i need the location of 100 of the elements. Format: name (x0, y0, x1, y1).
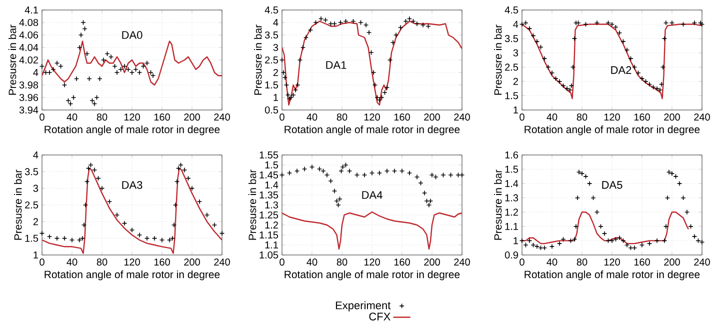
y-tick-label: 1.55 (260, 152, 278, 158)
point (108, 54, 114, 60)
point (316, 166, 322, 172)
x-tick-label: 240 (694, 258, 710, 266)
y-tick-label: 4.5 (504, 6, 518, 14)
point (573, 224, 579, 230)
point (280, 70, 286, 76)
y-tick-label: 1.5 (25, 234, 38, 242)
point (62, 82, 68, 88)
point (663, 224, 669, 230)
point (567, 87, 573, 93)
y-tick-label: 4.06 (19, 31, 38, 39)
point (166, 237, 172, 243)
point (422, 190, 428, 196)
point (114, 212, 120, 218)
point (692, 20, 698, 26)
point (579, 170, 585, 176)
point (54, 60, 60, 66)
point (292, 87, 298, 93)
point (669, 20, 675, 26)
point (420, 22, 426, 28)
point (171, 222, 177, 228)
point (556, 240, 562, 246)
point (542, 56, 548, 62)
point (692, 234, 698, 240)
point (390, 40, 396, 46)
x-tick-label: 160 (394, 114, 410, 121)
point (639, 76, 645, 82)
point (393, 32, 399, 38)
point (556, 78, 562, 84)
x-tick-label: 120 (604, 114, 620, 121)
point (366, 30, 372, 36)
point (279, 172, 285, 178)
point (669, 170, 675, 176)
y-tick-label: 0.9 (504, 251, 518, 259)
y-tick-label: 2.5 (265, 56, 278, 64)
point (324, 172, 330, 178)
x-tick-label: 120 (364, 258, 380, 266)
point (549, 244, 555, 250)
point (302, 166, 308, 172)
point (429, 172, 435, 178)
line-series (42, 168, 222, 254)
point (534, 38, 540, 44)
y-tick-label: 4 (33, 69, 38, 76)
x-tick-label: 80 (96, 114, 108, 121)
y-tick-label: 4.08 (19, 18, 38, 26)
point (297, 57, 303, 63)
point (82, 202, 88, 208)
x-tick-label: 0 (40, 258, 44, 266)
x-tick-label: 200 (664, 258, 680, 266)
y-tick-label: 4.5 (264, 6, 278, 14)
y-tick-label: 0.5 (264, 106, 278, 114)
x-tick-label: 40 (546, 258, 558, 266)
y-tick-label: 2 (513, 78, 518, 85)
point (399, 168, 405, 174)
x-tick-label: 160 (634, 258, 650, 266)
y-tick-label: 1.5 (505, 166, 518, 173)
point (376, 170, 382, 176)
point (285, 92, 291, 98)
y-tick-label: 2 (273, 69, 278, 76)
y-tick-label: 1.5 (265, 82, 278, 88)
y-tick-label: 1 (514, 106, 518, 114)
y-tick-label: 3.98 (19, 81, 38, 89)
x-tick-label: 120 (124, 258, 140, 266)
point (136, 70, 142, 76)
point (676, 180, 682, 186)
y-tick-label: 1.3 (265, 201, 278, 209)
point (354, 172, 360, 178)
x-tick-label: 40 (306, 258, 318, 266)
legend-label: CFX (369, 312, 390, 320)
point (384, 168, 390, 174)
y-tick-label: 3.5 (264, 31, 278, 39)
y-tick-label: 1.45 (260, 172, 278, 178)
x-tick-label: 0 (40, 114, 44, 121)
point (570, 64, 576, 70)
point (616, 30, 622, 36)
x-tick-label: 0 (520, 258, 524, 266)
point (392, 168, 398, 174)
y-tick-label: 4.1 (24, 6, 38, 14)
x-tick-label: 40 (66, 114, 78, 121)
y-tick-label: 4.04 (19, 44, 38, 52)
point (279, 57, 285, 63)
point (286, 170, 292, 176)
y-axis-title: Presusre in bar (254, 24, 262, 95)
y-axis-title: Presusre in bar (8, 24, 16, 95)
y-tick-label: 2 (33, 218, 38, 226)
point (572, 36, 578, 42)
x-tick-label: 240 (454, 114, 470, 121)
x-axis-title: Rotation angle of male rotor in degree (44, 270, 220, 280)
point (300, 44, 306, 50)
point (212, 222, 218, 228)
line-series (42, 40, 222, 86)
x-tick-label: 200 (424, 258, 440, 266)
point (144, 60, 150, 66)
point (114, 70, 120, 76)
point (308, 27, 314, 33)
y-tick-label: 4.02 (19, 56, 38, 64)
point (406, 170, 412, 176)
y-tick-label: 1 (274, 94, 278, 101)
y-tick-label: 1 (514, 237, 518, 244)
